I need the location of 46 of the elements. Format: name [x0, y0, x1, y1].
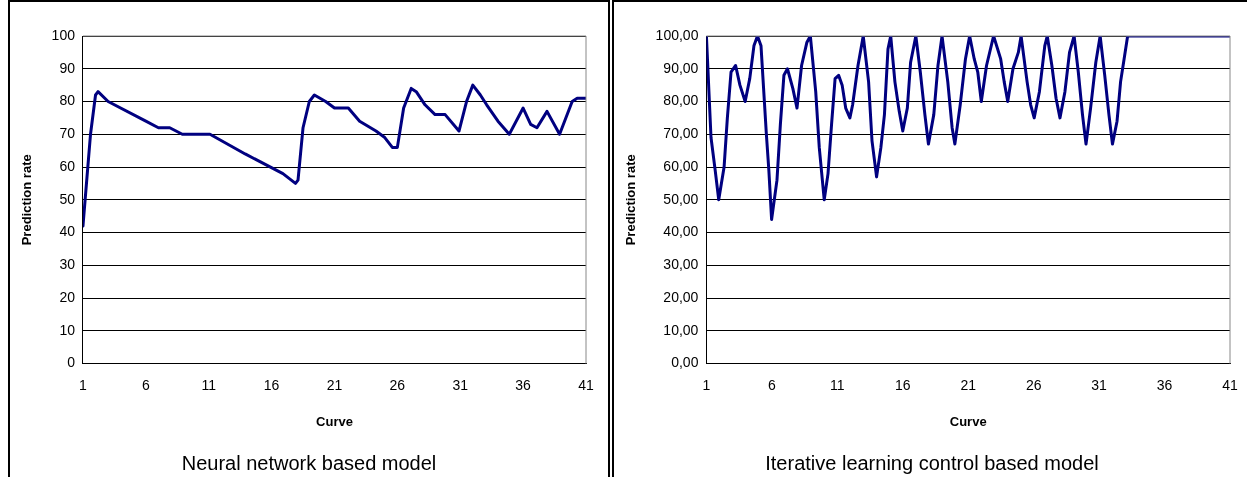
x-tick-label: 1	[79, 376, 88, 393]
y-tick-label: 70	[59, 125, 76, 142]
y-tick-label: 20	[59, 288, 76, 305]
y-tick-label: 100	[51, 26, 76, 43]
x-tick-label: 36	[1156, 376, 1173, 393]
x-axis-title: Curve	[316, 413, 353, 429]
y-tick-label: 90,00	[663, 59, 699, 76]
y-tick-label: 50	[59, 190, 76, 207]
x-tick-label: 41	[1222, 376, 1238, 393]
x-tick-label: 21	[960, 376, 977, 393]
x-tick-label: 6	[141, 376, 150, 393]
x-tick-label: 31	[452, 376, 469, 393]
x-tick-label: 6	[767, 376, 776, 393]
x-tick-label: 11	[201, 376, 217, 393]
y-tick-label: 30,00	[663, 256, 699, 273]
x-tick-label: 36	[515, 376, 532, 393]
y-tick-label: 80,00	[663, 92, 699, 109]
x-tick-label: 1	[702, 376, 711, 393]
x-axis-title: Curve	[949, 413, 987, 429]
x-tick-label: 26	[1025, 376, 1042, 393]
y-tick-label: 10,00	[663, 321, 699, 338]
x-tick-label: 16	[263, 376, 280, 393]
y-tick-label: 40,00	[663, 223, 699, 240]
y-tick-label: 0,00	[671, 354, 699, 371]
y-tick-label: 40	[59, 223, 76, 240]
y-tick-label: 60,00	[663, 157, 699, 174]
y-tick-label: 80	[59, 92, 76, 109]
y-tick-label: 10	[59, 321, 76, 338]
x-tick-label: 21	[326, 376, 343, 393]
text: Iterative learning control based model	[764, 452, 1100, 474]
y-tick-label: 70,00	[663, 125, 699, 142]
y-tick-label: 90	[59, 59, 76, 76]
x-tick-label: 41	[578, 376, 594, 393]
text: Neural network based model	[180, 452, 438, 474]
x-tick-label: 11	[830, 376, 845, 393]
y-axis-title: Prediction rate	[623, 154, 639, 246]
x-tick-label: 26	[389, 376, 406, 393]
y-axis-title: Prediction rate	[19, 154, 35, 246]
y-tick-label: 30	[59, 256, 76, 273]
y-tick-label: 0	[67, 354, 76, 371]
x-tick-label: 16	[894, 376, 911, 393]
y-tick-label: 100,00	[655, 26, 699, 43]
y-tick-label: 60	[59, 157, 76, 174]
y-tick-label: 20,00	[663, 288, 699, 305]
x-tick-label: 31	[1091, 376, 1108, 393]
y-tick-label: 50,00	[663, 190, 699, 207]
